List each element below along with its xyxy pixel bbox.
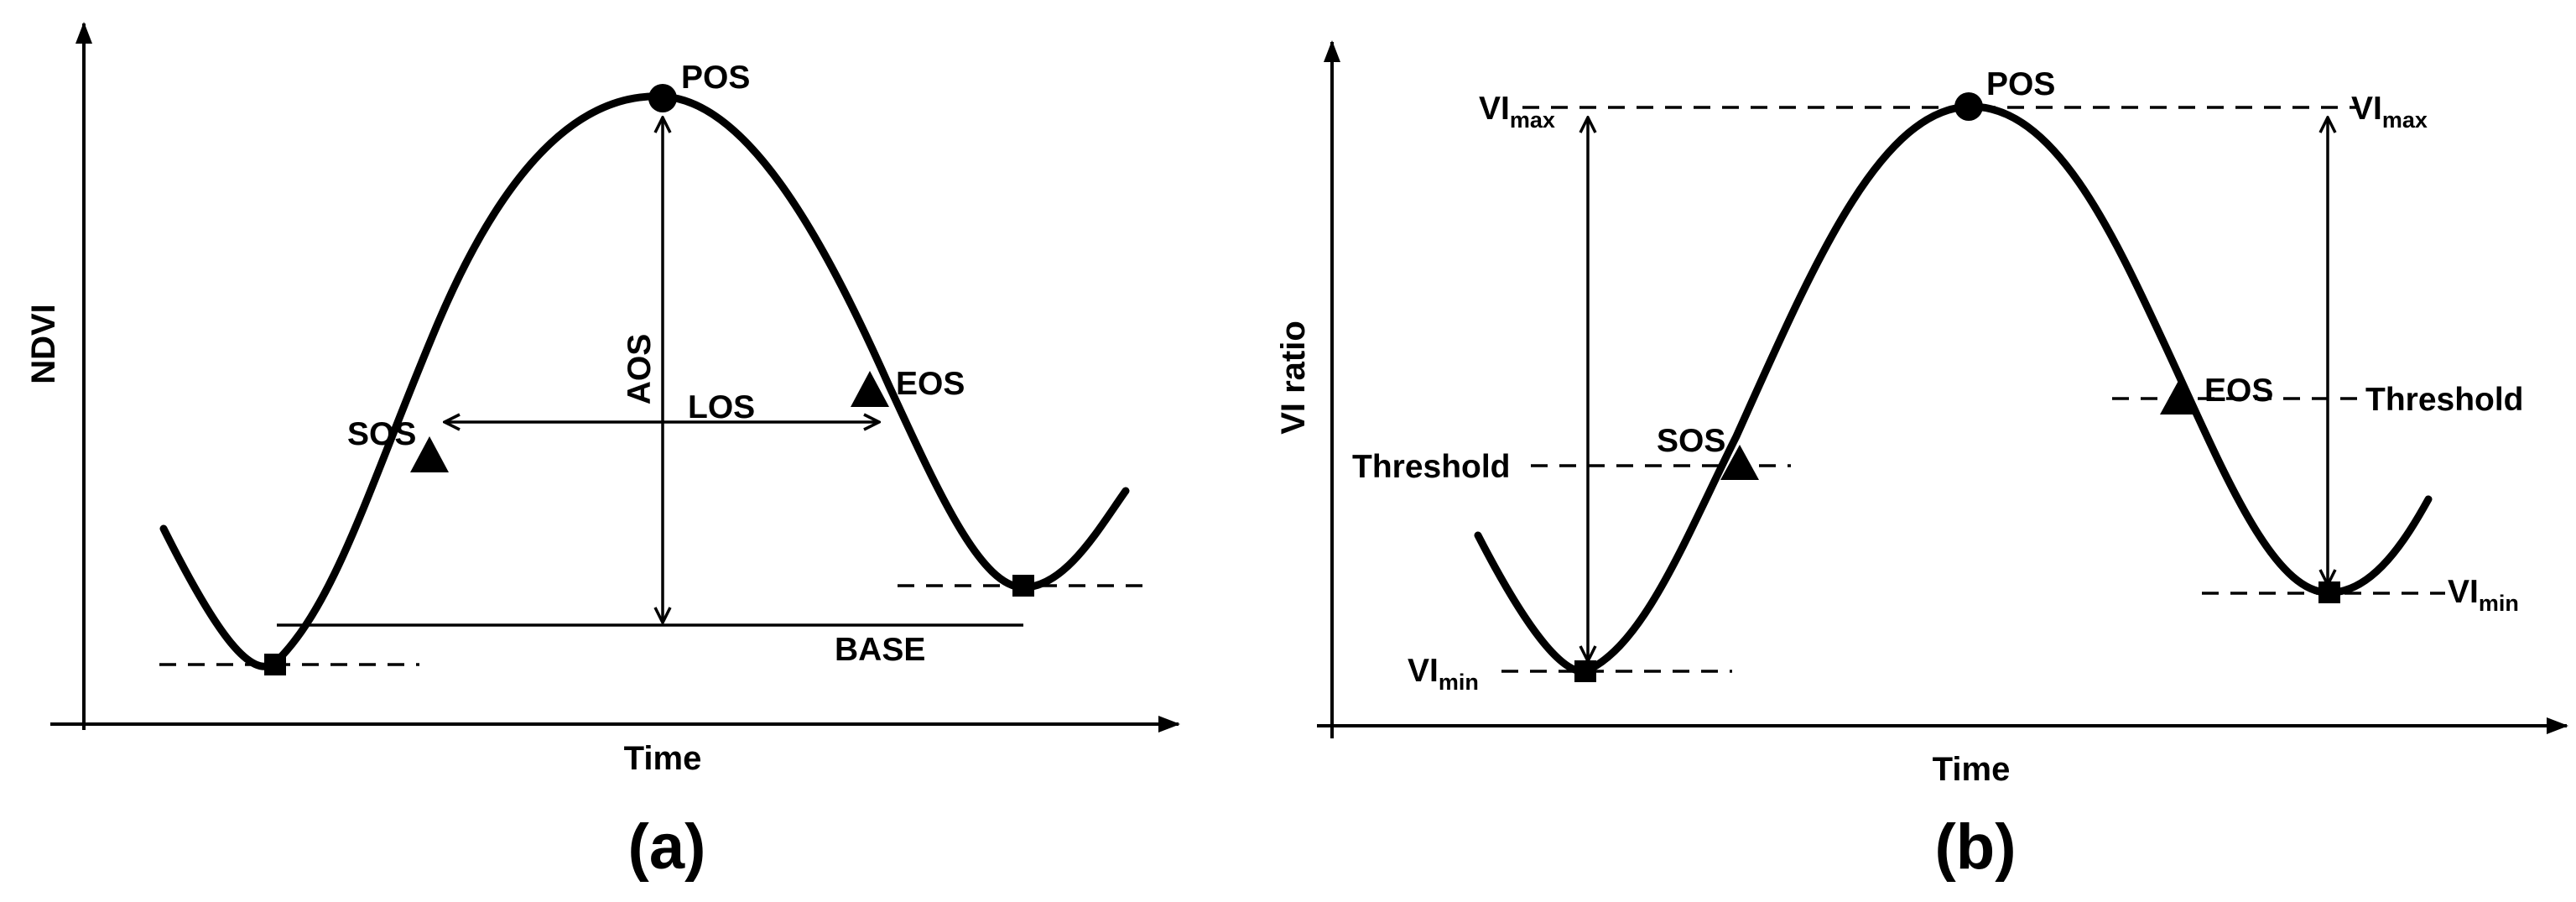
vi-text: VI xyxy=(2351,91,2382,127)
panel-b-min-right-marker xyxy=(2318,581,2340,603)
panel-b-vimin-left-label: VImin xyxy=(1408,653,1479,695)
panel-a-min-left-marker xyxy=(264,654,286,675)
panel-b: POS SOS EOS Threshold Threshold VImax VI… xyxy=(1275,40,2568,883)
vi-text: VI xyxy=(1408,653,1439,689)
panel-a-min-right-marker xyxy=(1012,575,1034,597)
panel-a-pos-label: POS xyxy=(681,60,750,96)
panel-a-y-axis-title: NDVI xyxy=(25,304,62,384)
max-subscript: max xyxy=(2382,107,2428,133)
max-subscript: max xyxy=(1510,107,1555,133)
panel-b-vimax-right-label: VImax xyxy=(2351,91,2428,133)
panel-b-vimax-left-label: VImax xyxy=(1479,91,1555,133)
panel-a-eos-label: EOS xyxy=(896,366,965,402)
panel-a-base-label: BASE xyxy=(835,632,925,668)
panel-b-threshold-left-label: Threshold xyxy=(1352,449,1511,485)
panel-a-aos-label: AOS xyxy=(622,334,658,405)
panel-a-sos-label: SOS xyxy=(347,416,416,452)
panel-b-pos-marker xyxy=(1954,92,1983,121)
vi-text: VI xyxy=(2448,574,2479,610)
panel-a-pos-marker xyxy=(648,84,677,112)
panel-b-x-axis-title: Time xyxy=(1933,751,2011,788)
panel-a-los-label: LOS xyxy=(688,389,755,425)
panel-b-vi-curve xyxy=(1474,102,2433,675)
panel-a-ndvi-curve xyxy=(159,92,1130,670)
panel-b-pos-label: POS xyxy=(1986,66,2055,102)
panel-a-caption: (a) xyxy=(628,811,706,883)
min-subscript: min xyxy=(1439,670,1479,695)
panel-a-eos-marker xyxy=(851,371,889,407)
min-subscript: min xyxy=(2479,591,2519,616)
panel-b-sos-label: SOS xyxy=(1657,423,1725,459)
panel-b-min-left-marker xyxy=(1574,660,1596,682)
panel-b-eos-label: EOS xyxy=(2204,373,2273,409)
panel-b-sos-marker xyxy=(1720,445,1759,480)
panel-a-sos-marker xyxy=(410,436,449,472)
panel-b-y-axis-title: VI ratio xyxy=(1275,321,1312,435)
panel-b-vimin-right-label: VImin xyxy=(2448,574,2519,616)
panel-b-threshold-right-label: Threshold xyxy=(2365,382,2524,418)
panel-a-x-axis-title: Time xyxy=(624,740,702,777)
panel-a: POS SOS EOS LOS BASE AOS NDVI Time (a) xyxy=(25,22,1180,883)
panel-b-eos-marker xyxy=(2160,379,2199,415)
panel-b-caption: (b) xyxy=(1934,811,2016,883)
vi-text: VI xyxy=(1479,91,1510,127)
